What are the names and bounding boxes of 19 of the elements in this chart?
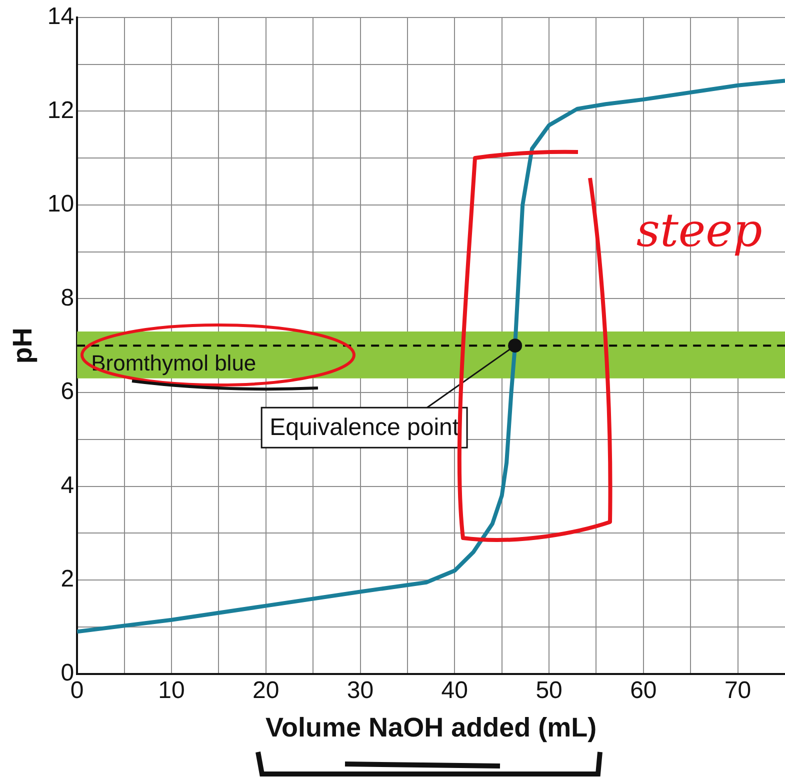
x-tick-label: 20 (252, 676, 280, 704)
y-tick-label: 10 (47, 190, 74, 218)
y-tick-label: 12 (47, 96, 74, 124)
band-label: Bromthymol blue (91, 350, 256, 376)
x-axis-title: Volume NaOH added (mL) (266, 712, 597, 742)
x-tick-label: 50 (536, 676, 562, 704)
x-tick-label: 70 (724, 676, 752, 704)
y-tick-label: 14 (47, 3, 74, 30)
annotation: Equivalence point (270, 414, 460, 442)
y-tick-label: 2 (60, 566, 74, 593)
x-tick-label: 10 (158, 676, 185, 704)
y-tick-label: 4 (60, 472, 74, 499)
x-tick-label: 30 (346, 676, 374, 704)
annotation: steep (636, 202, 762, 257)
y-tick-label: 6 (60, 378, 74, 406)
x-tick-label: 60 (630, 676, 657, 704)
y-axis-title: pH (8, 328, 38, 364)
y-tick-label: 8 (60, 284, 74, 312)
x-tick-label: 40 (441, 676, 468, 704)
